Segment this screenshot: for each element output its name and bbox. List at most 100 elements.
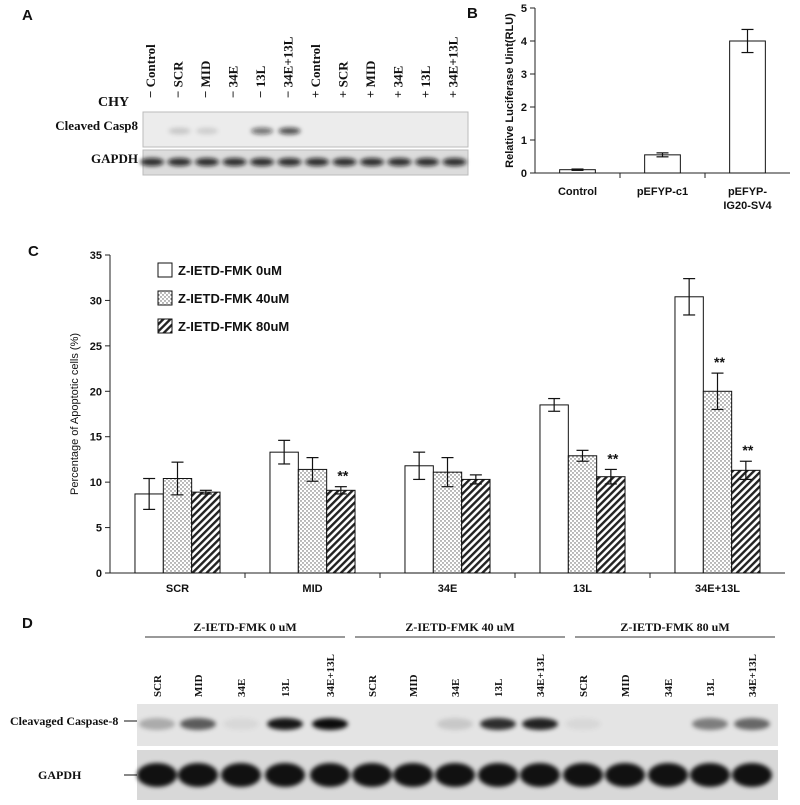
bar [731, 469, 761, 574]
lane-label: + 34E [391, 66, 406, 98]
bar [567, 455, 598, 574]
band [437, 718, 473, 730]
band [221, 763, 261, 787]
error-bar [278, 439, 291, 465]
blot-label: GAPDH [91, 151, 138, 166]
lane-label: MID [620, 674, 632, 697]
bar [404, 465, 434, 574]
lane-label: − 34E [226, 66, 241, 98]
error-bar [469, 474, 482, 485]
lane-label: − SCR [171, 61, 186, 98]
band [692, 718, 728, 730]
lane-label: 13L [493, 679, 505, 697]
band [480, 718, 516, 730]
band [137, 763, 177, 787]
error-bar [171, 461, 184, 496]
lane-label: 34E+13L [535, 654, 547, 697]
legend-swatch [157, 318, 173, 334]
band [265, 763, 305, 787]
lane-label: + 34E+13L [446, 36, 461, 98]
band [415, 158, 439, 166]
lane-label: − MID [198, 61, 213, 98]
lane-label: + 13L [418, 65, 433, 98]
lane-label: SCR [578, 674, 590, 697]
band [332, 158, 357, 166]
blot-label: Cleavaged Caspase-8 [10, 714, 118, 728]
legend-swatch [157, 262, 173, 278]
y-tick-label: 10 [90, 477, 102, 489]
band [310, 763, 350, 787]
y-tick-label: 4 [521, 36, 528, 48]
lane-label: + MID [363, 61, 378, 98]
band [387, 158, 412, 166]
row-label: CHY [98, 95, 129, 110]
y-axis-label: Percentage of Apoptotic cells (%) [69, 333, 81, 495]
panel-label: C [28, 243, 39, 260]
lane-label: 34E+13L [747, 654, 759, 697]
band [648, 763, 688, 787]
band [520, 763, 560, 787]
error-bar [199, 489, 212, 495]
group-label: Z-IETD-FMK 0 uM [193, 620, 296, 634]
bar [297, 468, 328, 574]
error-bar [548, 397, 561, 412]
bar [191, 491, 221, 574]
error-bar [413, 451, 426, 481]
band [178, 763, 218, 787]
band [522, 718, 558, 730]
significance: ** [607, 450, 618, 466]
legend-swatch [157, 290, 173, 306]
error-bar [306, 457, 319, 482]
lane-label: − Control [143, 44, 158, 98]
lane-label: 34E [663, 679, 675, 697]
band [305, 158, 329, 166]
band [393, 763, 433, 787]
band [195, 158, 219, 166]
panel-label: D [22, 615, 33, 632]
x-tick-label: 34E [438, 583, 458, 595]
band [732, 763, 772, 787]
bar [702, 390, 733, 574]
blot-label: GAPDH [38, 768, 82, 782]
error-bar [683, 278, 696, 316]
panel-label: A [22, 7, 33, 24]
lane-label: − 34E+13L [281, 36, 296, 98]
blot-label: Cleaved Casp8 [55, 118, 138, 133]
band [435, 763, 475, 787]
lane-label: − 13L [253, 65, 268, 98]
y-tick-label: 0 [521, 168, 527, 180]
error-bar [604, 468, 617, 485]
band [251, 127, 273, 135]
band [167, 158, 192, 166]
band [180, 718, 216, 730]
x-tick-label: Control [558, 186, 597, 198]
error-bar [143, 477, 156, 510]
y-tick-label: 5 [96, 523, 102, 535]
bar [596, 476, 626, 574]
lane-label: MID [193, 674, 205, 697]
y-tick-label: 35 [90, 250, 102, 262]
band [442, 158, 467, 166]
band [267, 718, 303, 730]
y-tick-label: 20 [90, 386, 102, 398]
band [565, 718, 601, 730]
bar [432, 471, 463, 574]
y-axis-label: Relative Luciferase Uint(RLU) [504, 13, 516, 168]
band [196, 127, 218, 135]
band [250, 158, 274, 166]
band [478, 763, 518, 787]
y-tick-label: 2 [521, 102, 527, 114]
lane-label: + Control [308, 44, 323, 98]
x-tick-label: pEFYP-IG20-SV4 [723, 186, 772, 212]
band [222, 158, 247, 166]
significance: ** [714, 354, 725, 370]
blot [142, 111, 469, 148]
x-tick-label: pEFYP-c1 [637, 186, 688, 198]
bar [729, 40, 766, 174]
lane-label: 34E+13L [325, 654, 337, 697]
group-label: Z-IETD-FMK 80 uM [620, 620, 729, 634]
error-bar [571, 168, 584, 171]
bar [461, 478, 491, 574]
band [360, 158, 384, 166]
